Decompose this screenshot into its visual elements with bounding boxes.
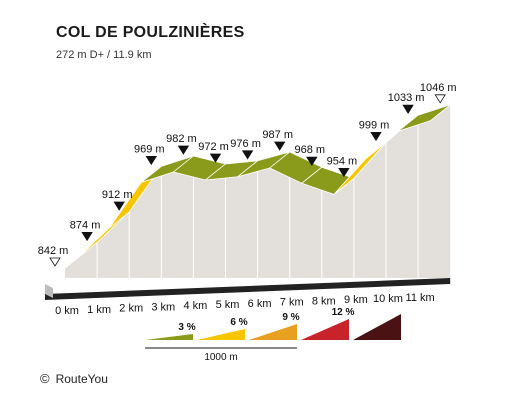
legend-label: 12 % [332, 307, 355, 318]
x-tick-label: 9 km [344, 294, 368, 306]
elevation-label: 987 m [262, 129, 293, 141]
legend-swatch [145, 334, 193, 340]
legend-swatch [249, 324, 297, 340]
elevation-marker [113, 201, 125, 211]
elevation-label: 999 m [359, 119, 390, 131]
x-tick-label: 5 km [216, 299, 240, 311]
brand-name: RouteYou [55, 372, 108, 386]
legend-swatch [301, 319, 349, 340]
legend-label: 6 % [230, 317, 247, 328]
elevation-label: 1046 m [420, 82, 457, 94]
elevation-marker [370, 132, 382, 142]
legend-label: 9 % [282, 312, 299, 323]
x-tick-label: 11 km [406, 292, 435, 304]
copyright: © RouteYou [40, 371, 108, 386]
elevation-label: 976 m [230, 138, 261, 150]
x-tick-label: 6 km [248, 298, 272, 310]
elevation-marker [402, 104, 414, 114]
elevation-marker [434, 94, 446, 104]
legend-swatch [353, 314, 401, 340]
elevation-label: 1033 m [388, 92, 425, 104]
legend-swatch [197, 329, 245, 340]
chart-title: COL DE POULZINIÈRES [56, 24, 245, 41]
x-tick-label: 10 km [373, 293, 403, 305]
chart-subtitle: 272 m D+ / 11.9 km [56, 49, 152, 61]
x-tick-label: 7 km [280, 297, 304, 309]
elevation-label: 912 m [102, 189, 133, 201]
elevation-label: 982 m [166, 133, 197, 145]
elevation-label: 874 m [70, 219, 101, 231]
x-tick-label: 3 km [151, 301, 175, 313]
elevation-marker [306, 156, 318, 166]
copyright-symbol: © [40, 371, 50, 386]
elevation-marker [273, 141, 286, 151]
profile-gradient-segment [397, 104, 451, 132]
x-tick-label: 4 km [183, 300, 207, 312]
x-tick-label: 0 km [55, 305, 79, 317]
elevation-marker [177, 145, 190, 155]
elevation-marker [49, 257, 61, 267]
elevation-marker [145, 156, 158, 166]
x-tick-label: 1 km [87, 304, 111, 316]
elevation-marker [338, 168, 350, 178]
elevation-label: 969 m [134, 143, 165, 155]
elevation-label: 972 m [198, 141, 229, 153]
elevation-marker [81, 232, 93, 242]
elevation-marker [241, 150, 254, 160]
x-tick-label: 2 km [119, 303, 143, 315]
elevation-label: 968 m [295, 144, 326, 156]
profile-start-side [45, 284, 53, 298]
elevation-label: 842 m [38, 245, 69, 257]
legend-label: 3 % [178, 322, 195, 333]
profile-base [45, 278, 451, 300]
x-tick-label: 8 km [312, 295, 336, 307]
elevation-label: 954 m [327, 155, 358, 167]
elevation-marker [209, 153, 222, 163]
legend-scale-label: 1000 m [204, 352, 237, 363]
